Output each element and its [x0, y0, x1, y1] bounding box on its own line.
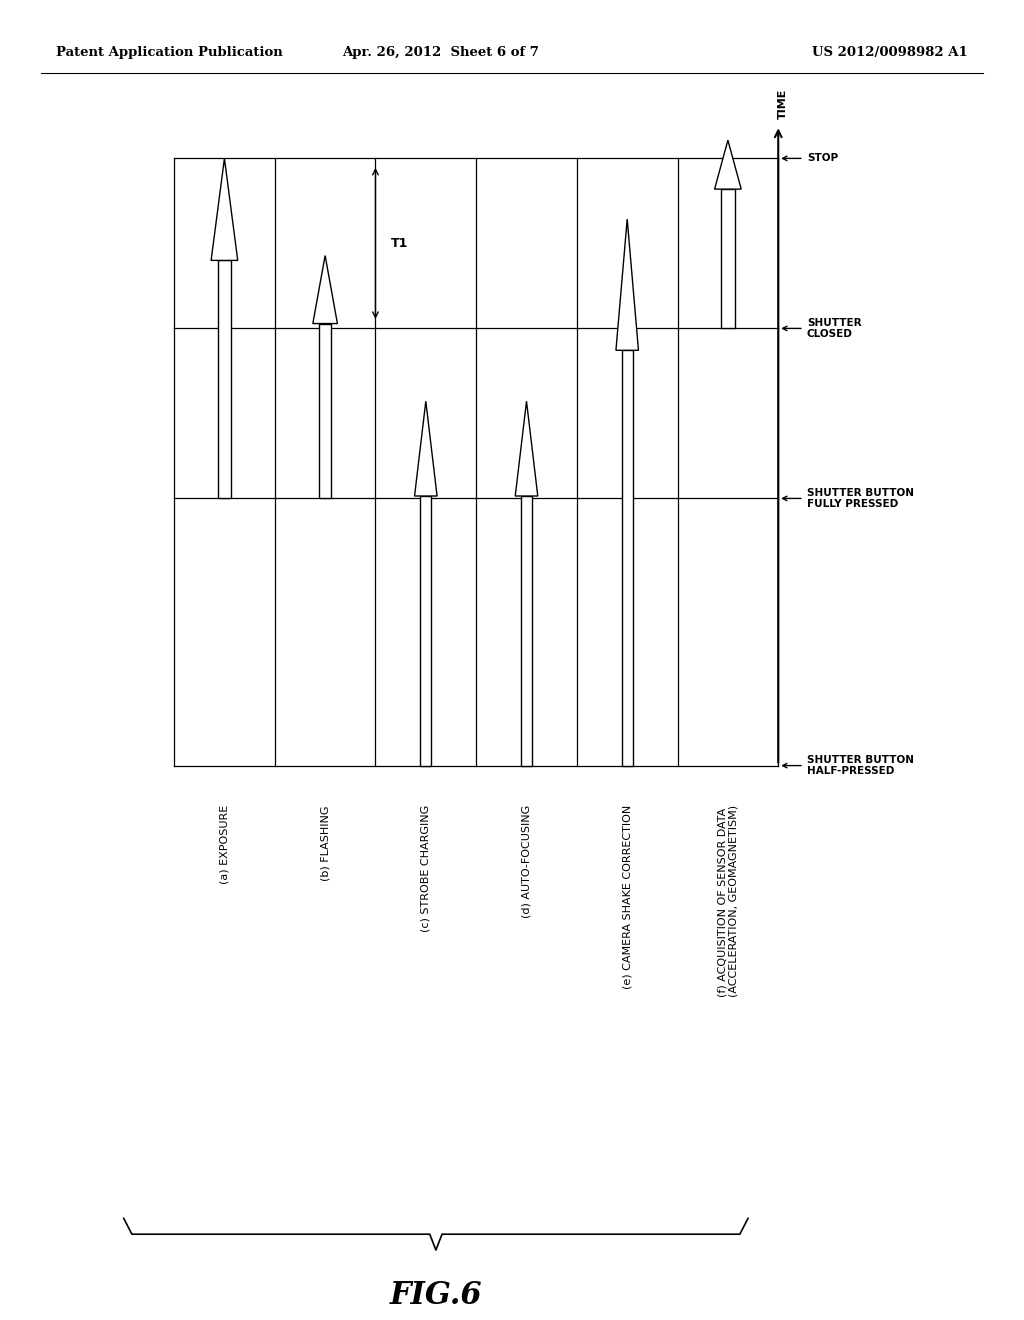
Text: (d) AUTO-FOCUSING: (d) AUTO-FOCUSING: [521, 805, 531, 919]
Polygon shape: [211, 158, 238, 260]
Polygon shape: [521, 496, 532, 766]
Polygon shape: [715, 140, 741, 189]
Text: Patent Application Publication: Patent Application Publication: [56, 46, 283, 59]
Polygon shape: [415, 401, 437, 496]
Text: STOP: STOP: [807, 153, 838, 164]
Text: FIG.6: FIG.6: [389, 1280, 482, 1311]
Polygon shape: [218, 260, 231, 499]
Polygon shape: [515, 401, 538, 496]
Text: (c) STROBE CHARGING: (c) STROBE CHARGING: [421, 805, 431, 932]
Polygon shape: [616, 219, 639, 350]
Text: SHUTTER BUTTON
FULLY PRESSED: SHUTTER BUTTON FULLY PRESSED: [807, 487, 913, 510]
Text: (e) CAMERA SHAKE CORRECTION: (e) CAMERA SHAKE CORRECTION: [623, 805, 632, 990]
Text: TIME: TIME: [778, 88, 788, 119]
Text: T1: T1: [391, 236, 409, 249]
Text: (f) ACQUISITION OF SENSOR DATA
(ACCELERATION, GEOMAGNETISM): (f) ACQUISITION OF SENSOR DATA (ACCELERA…: [717, 805, 738, 998]
Text: US 2012/0098982 A1: US 2012/0098982 A1: [812, 46, 968, 59]
Text: (b) FLASHING: (b) FLASHING: [321, 805, 330, 880]
Polygon shape: [622, 350, 633, 766]
Text: SHUTTER BUTTON
HALF-PRESSED: SHUTTER BUTTON HALF-PRESSED: [807, 755, 913, 776]
Text: SHUTTER
CLOSED: SHUTTER CLOSED: [807, 318, 861, 339]
Polygon shape: [313, 256, 338, 323]
Polygon shape: [420, 496, 431, 766]
Polygon shape: [319, 323, 332, 499]
Text: Apr. 26, 2012  Sheet 6 of 7: Apr. 26, 2012 Sheet 6 of 7: [342, 46, 539, 59]
Text: (a) EXPOSURE: (a) EXPOSURE: [219, 805, 229, 884]
Polygon shape: [721, 189, 734, 329]
